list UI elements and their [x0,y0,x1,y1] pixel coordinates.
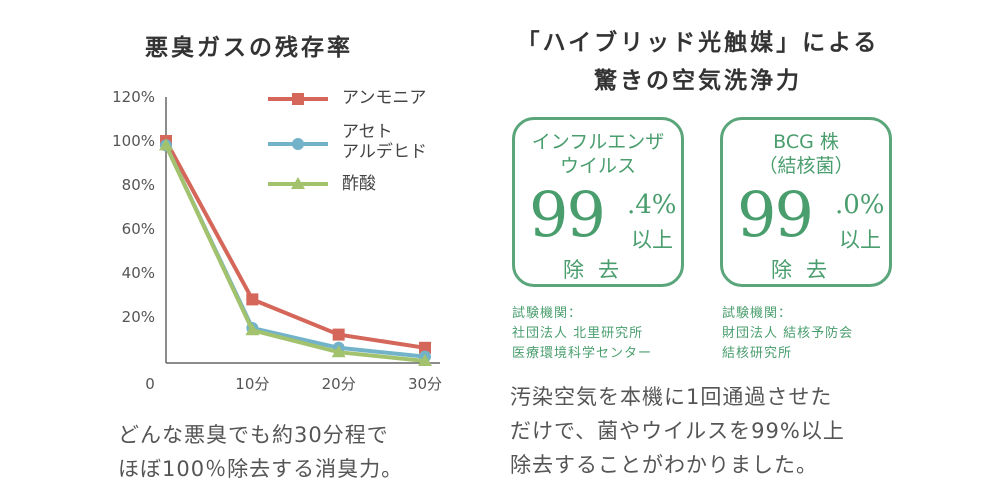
box-label: （結核菌） [758,155,854,177]
data-point [245,323,260,336]
title-line: 「ハイブリッド光触媒」による [516,30,880,56]
y-tick-label: 100% [112,132,155,150]
data-point [331,345,346,358]
org-line: 試験機関： [512,306,583,321]
title-line: 驚きの空気洗浄力 [594,68,802,94]
caption-line: 汚染空気を本機に1回通過させた [510,385,833,409]
org-line: 財団法人 結核予防会 [722,326,854,341]
removal: 除去 [563,258,633,282]
x-tick-label: 0 [145,375,155,393]
caption-line: 除去することがわかりました。 [510,453,818,477]
data-point [291,177,305,189]
removal: 除去 [771,258,841,282]
y-tick-label: 40% [122,264,155,282]
chart-title: 悪臭ガスの残存率 [145,35,353,61]
caption-line: ほぼ100％除去する消臭力。 [118,457,404,481]
decimal: .0% [835,190,885,220]
box-label: BCG 株 [773,131,839,153]
org-line: 試験機関： [722,306,793,321]
y-tick-label: 20% [122,308,155,326]
x-tick-label: 20分 [322,375,356,393]
legend-label-acetaldehyde-1: アセト [342,122,393,142]
y-tick-label: 80% [122,176,155,194]
right-title: 「ハイブリッド光触媒」による 驚きの空気洗浄力 [508,24,888,100]
caption-line: だけで、菌やウイルスを99%以上 [510,419,845,443]
org-line: 医療環境科学センター [512,346,653,361]
org-line: 社団法人 北里研究所 [512,326,644,341]
result-box-influenza: インフルエンザ ウイルス 99 .4% 以上 除去 [512,117,684,287]
big-number: 99 [737,178,814,251]
or-more: 以上 [839,228,881,252]
decimal: .4% [627,190,677,220]
test-org-2: 試験機関： 財団法人 結核予防会 結核研究所 [722,304,853,364]
series-line [164,140,426,350]
data-point [418,354,432,366]
legend-label-ammonia: アンモニア [342,88,427,108]
data-point [246,293,259,306]
legend-label-acetic-acid: 酢酸 [342,174,376,194]
test-org-1: 試験機関： 社団法人 北里研究所 医療環境科学センター [512,304,652,364]
series-line [164,144,426,359]
caption-line: どんな悪臭でも約30分程で [118,423,389,447]
org-line: 結核研究所 [722,346,793,361]
result-box-bcg: BCG 株 （結核菌） 99 .0% 以上 除去 [720,117,892,287]
legend-label-acetaldehyde-2: アルデヒド [342,142,427,162]
series-line [164,144,426,363]
or-more: 以上 [631,228,673,252]
left-caption: どんな悪臭でも約30分程で ほぼ100％除去する消臭力。 [118,418,403,486]
data-point [332,328,345,341]
data-point [419,341,431,354]
big-number: 99 [529,178,606,251]
x-tick-label: 10分 [235,375,269,393]
chart: 120% 100% 80% 60% 40% 20% 0 10分 20分 30分 [112,88,442,393]
box-label: インフルエンザ [531,131,665,153]
y-tick-label: 60% [122,220,155,238]
y-tick-label: 120% [112,88,155,106]
right-caption: 汚染空気を本機に1回通過させた だけで、菌やウイルスを99%以上 除去することが… [510,380,845,482]
data-point [159,138,173,151]
data-point [292,93,304,105]
x-tick-label: 30分 [408,375,442,393]
data-point [292,138,304,150]
box-label: ウイルス [559,155,636,177]
